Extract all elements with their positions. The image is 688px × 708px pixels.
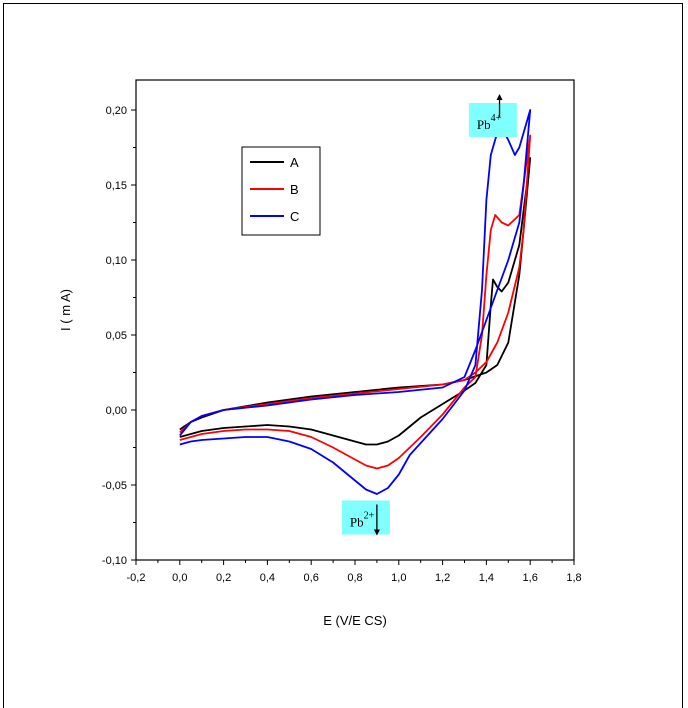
- ticks: -0,2 0,0 0,2 0,4 0,6 0,8 1,0 1,2 1,4 1,6 1,8 -0,10 -…: [102, 105, 582, 584]
- y-tick-label: -0,10: [102, 555, 127, 567]
- x-tick-label: -0,2: [127, 572, 146, 584]
- x-tick-label: 1,8: [566, 572, 581, 584]
- legend-label-B: B: [290, 182, 299, 197]
- annotations: Pb4+Pb2+: [341, 94, 517, 536]
- annotation-superscript: 4+: [491, 113, 502, 124]
- figure-frame: [3, 3, 683, 708]
- annotation-box: [341, 500, 390, 535]
- x-tick-label: 0,6: [304, 572, 319, 584]
- plot-area: [135, 79, 575, 561]
- legend-label-C: C: [290, 209, 299, 224]
- series-line-A: [179, 157, 532, 446]
- annotation-superscript: 2+: [364, 511, 375, 522]
- annotation-box: [468, 103, 517, 137]
- axes: [135, 79, 575, 561]
- series-lines: [179, 109, 532, 495]
- x-tick-label: 0,4: [260, 572, 275, 584]
- x-axis-title: E (V/E CS): [323, 613, 387, 628]
- y-tick-label: 0,00: [106, 405, 127, 417]
- annotation-arrowhead: [373, 529, 380, 536]
- x-tick-label: 1,2: [435, 572, 450, 584]
- y-tick-label: 0,05: [106, 330, 127, 342]
- series-line-C: [179, 109, 532, 495]
- x-tick-label: 0,2: [216, 572, 231, 584]
- x-tick-label: 0,8: [347, 572, 362, 584]
- x-tick-label: 0,0: [172, 572, 187, 584]
- x-tick-label: 1,4: [479, 572, 494, 584]
- y-tick-label: 0,15: [106, 180, 127, 192]
- annotation-arrowhead: [496, 94, 503, 100]
- x-tick-label: 1,6: [523, 572, 538, 584]
- y-tick-label: 0,20: [106, 105, 127, 117]
- x-tick-label: 1,0: [391, 572, 406, 584]
- legend: ABC: [241, 146, 321, 236]
- y-axis-title: I ( m A): [58, 289, 73, 331]
- legend-label-A: A: [290, 155, 299, 170]
- y-tick-label: 0,10: [106, 255, 127, 267]
- series-line-B: [179, 134, 532, 470]
- legend-box: [241, 146, 321, 236]
- y-tick-label: -0,05: [102, 480, 127, 492]
